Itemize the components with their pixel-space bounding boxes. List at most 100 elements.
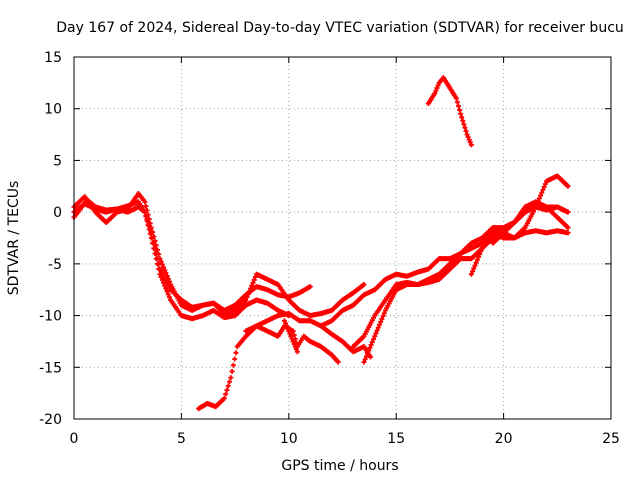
- data-point: [477, 251, 483, 257]
- data-point: [291, 341, 297, 347]
- data-point: [379, 316, 385, 322]
- data-point: [152, 251, 158, 257]
- data-point: [143, 203, 149, 209]
- data-point: [162, 283, 168, 289]
- data-point: [165, 276, 171, 282]
- data-point: [372, 333, 378, 339]
- data-point: [246, 288, 252, 294]
- data-point: [153, 242, 159, 248]
- data-point: [335, 359, 341, 365]
- x-axis-label: GPS time / hours: [281, 458, 398, 474]
- data-point: [365, 350, 371, 356]
- data-point: [157, 271, 163, 277]
- data-point: [361, 359, 367, 365]
- data-point: [230, 362, 236, 368]
- data-point: [142, 209, 148, 215]
- tick-labels: 0 5 10 15 20 25 -20 -15 -10 -5 0 5 10 15: [39, 50, 620, 447]
- data-point: [374, 328, 380, 334]
- data-point: [468, 142, 474, 148]
- y-axis-label: SDTVAR / TECUs: [6, 181, 22, 296]
- chart-title: Day 167 of 2024, Sidereal Day-to-day VTE…: [56, 20, 624, 36]
- data-point: [166, 294, 172, 300]
- data-point: [362, 356, 368, 362]
- data-point: [538, 192, 544, 198]
- data-point: [143, 213, 149, 219]
- series-track-3: [71, 201, 292, 322]
- data-point: [147, 231, 153, 237]
- y-tick-label: 15: [44, 50, 62, 66]
- data-point: [150, 240, 156, 246]
- data-point: [380, 313, 386, 319]
- data-point: [541, 184, 547, 190]
- data-point: [472, 263, 478, 269]
- data-point: [470, 268, 476, 274]
- series-track-2: [71, 191, 367, 319]
- data-point: [435, 82, 441, 88]
- data-point: [161, 264, 166, 270]
- data-point: [307, 284, 313, 290]
- data-point: [369, 339, 375, 345]
- data-point: [288, 333, 294, 339]
- data-point: [467, 139, 473, 145]
- data-point: [165, 291, 171, 297]
- data-point: [371, 336, 377, 342]
- data-point: [457, 107, 463, 113]
- data-point: [284, 323, 290, 329]
- data-point: [367, 345, 373, 351]
- series-track-6: [282, 318, 300, 355]
- data-point: [565, 230, 571, 236]
- data-point: [458, 111, 464, 117]
- data-point: [144, 218, 150, 224]
- data-point: [462, 125, 468, 131]
- y-tick-label: -10: [39, 309, 62, 325]
- data-point: [146, 226, 152, 232]
- data-point: [251, 277, 257, 283]
- data-point: [250, 280, 256, 286]
- data-point: [565, 225, 571, 231]
- data-point: [282, 318, 288, 324]
- data-point: [368, 342, 374, 348]
- data-point: [232, 356, 238, 362]
- data-point: [145, 222, 151, 228]
- x-tick-label: 25: [602, 431, 620, 447]
- data-point: [285, 326, 291, 331]
- data-point: [459, 114, 465, 120]
- data-point: [166, 279, 172, 285]
- data-point: [476, 254, 482, 260]
- data-point: [434, 85, 440, 91]
- data-point: [542, 181, 548, 187]
- series-track-8: [350, 199, 571, 350]
- data-point: [292, 344, 298, 350]
- x-tick-label: 0: [70, 431, 79, 447]
- data-point: [161, 280, 166, 286]
- data-point: [229, 368, 235, 374]
- x-tick-label: 10: [280, 431, 298, 447]
- y-tick-label: -5: [48, 257, 62, 273]
- data-point: [159, 277, 165, 283]
- data-point: [164, 288, 170, 294]
- data-point: [163, 270, 169, 276]
- data-point: [154, 261, 160, 267]
- data-point: [432, 90, 438, 96]
- data-point: [162, 267, 168, 273]
- data-point: [366, 348, 372, 354]
- data-point: [154, 247, 160, 253]
- data-point: [465, 134, 471, 140]
- data-points: [71, 75, 571, 412]
- data-point: [473, 260, 479, 266]
- data-point: [244, 294, 250, 300]
- data-point: [248, 286, 254, 292]
- data-point: [158, 259, 164, 265]
- data-point: [291, 332, 297, 338]
- data-point: [151, 245, 157, 251]
- data-point: [293, 346, 299, 352]
- data-point: [243, 297, 249, 303]
- data-point: [464, 132, 470, 138]
- data-point: [290, 338, 296, 344]
- data-point: [148, 235, 154, 241]
- data-point: [228, 375, 234, 381]
- y-tick-label: -20: [39, 412, 62, 428]
- data-point: [463, 128, 469, 134]
- data-point: [286, 328, 292, 334]
